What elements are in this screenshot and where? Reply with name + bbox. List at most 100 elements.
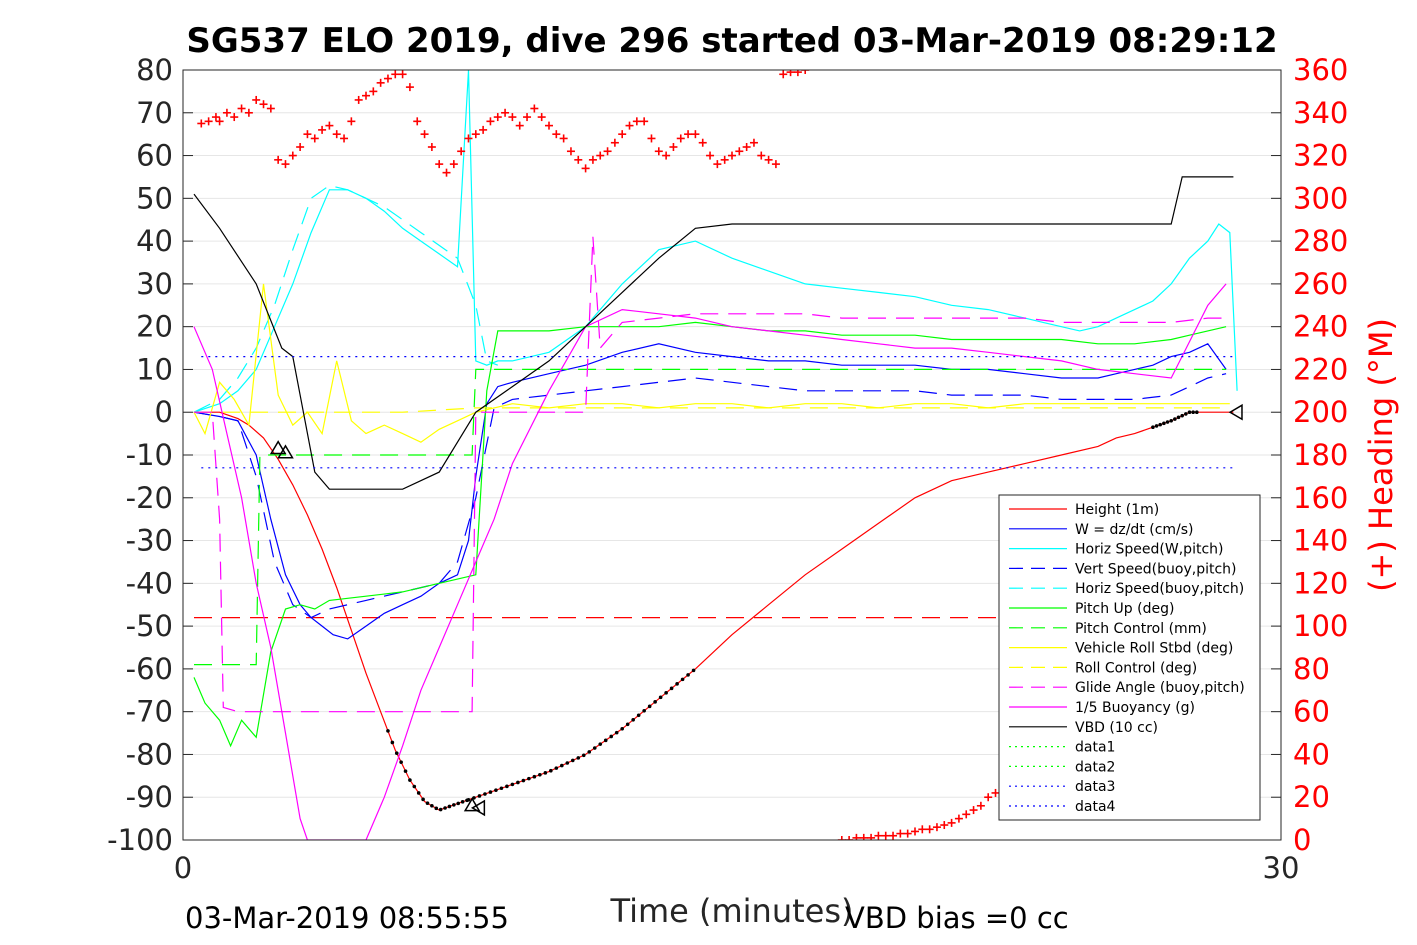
right-tick-label: 280 (1293, 224, 1348, 258)
heading-point (940, 821, 949, 830)
height-sample-dot (452, 803, 456, 807)
height-sample-dot (1180, 413, 1184, 418)
right-tick-label: 320 (1293, 139, 1348, 173)
heading-point (706, 151, 715, 160)
series-line-10 (193, 283, 1227, 840)
height-sample-dot (565, 761, 570, 765)
series-line-11 (193, 176, 1234, 490)
heading-point (340, 134, 349, 143)
series-line-2 (193, 70, 1238, 413)
height-sample-dot (598, 742, 603, 746)
right-tick-label: 80 (1293, 652, 1330, 686)
legend-entry: Horiz Speed(buoy,pitch) (1075, 581, 1244, 597)
right-tick-label: 120 (1293, 566, 1348, 600)
heading-point (427, 143, 436, 151)
height-sample-dot (1151, 425, 1155, 429)
height-sample-dot (403, 769, 408, 773)
left-tick-label: 40 (136, 224, 173, 258)
right-tick-label: 180 (1293, 438, 1348, 472)
heading-point (837, 836, 846, 840)
heading-point (545, 121, 553, 130)
height-sample-dot (609, 734, 614, 739)
left-y-axis: 80 70 60 50 40 30 20 10 0 -10 -20 -30 -40 -50 -60 -70 -8… (107, 53, 193, 857)
heading-point (647, 134, 656, 143)
height-sample-dot (669, 686, 674, 691)
heading-point (771, 160, 780, 169)
heading-point (281, 160, 290, 169)
height-sample-dot (1162, 421, 1166, 426)
height-sample-dot (538, 772, 542, 777)
height-sample-dot (532, 774, 537, 779)
legend-entry: VBD (10 cc) (1075, 720, 1158, 736)
heading-point (618, 130, 627, 139)
height-sample-dot (691, 668, 696, 673)
heading-point (889, 831, 898, 840)
height-sample-dot (472, 796, 476, 800)
right-tick-label: 60 (1293, 695, 1330, 729)
height-sample-dot (477, 794, 482, 798)
series-line-6 (194, 368, 1227, 666)
heading-point (918, 825, 927, 834)
right-tick-label: 260 (1293, 267, 1348, 301)
heading-point (222, 108, 231, 117)
legend-entry: Horiz Speed(W,pitch) (1075, 542, 1223, 558)
heading-point (962, 810, 971, 819)
left-tick-label: -20 (126, 481, 173, 515)
height-sample-dot (587, 750, 592, 754)
x-axis-label: Time (minutes) (610, 892, 854, 930)
left-tick-label: -50 (126, 609, 173, 643)
heading-point (881, 831, 890, 840)
heading-point (947, 818, 956, 827)
legend-entry: data1 (1075, 740, 1115, 756)
height-sample-dot (1184, 412, 1188, 416)
heading-point (596, 151, 605, 160)
right-tick-label: 140 (1293, 524, 1348, 558)
series-line-4 (193, 184, 499, 413)
heading-point (574, 155, 583, 164)
height-sample-dot (447, 804, 452, 809)
legend: Height (1m) W = dz/dt (cm/s) Horiz Speed(W… (998, 494, 1261, 821)
heading-point (728, 151, 736, 160)
footer-timestamp: 03-Mar-2019 08:55:55 (185, 901, 509, 935)
height-sample-dot (1169, 418, 1173, 423)
height-sample-dot (592, 746, 597, 750)
heading-point (347, 117, 356, 126)
heading-point (457, 147, 466, 156)
height-sample-dot (614, 730, 619, 735)
left-tick-label: 60 (136, 139, 173, 173)
heading-point (896, 829, 905, 838)
heading-point (266, 104, 275, 113)
left-tick-label: -10 (126, 438, 173, 472)
heading-point (742, 143, 751, 151)
height-sample-dot (658, 695, 663, 700)
left-tick-label: -70 (126, 695, 173, 729)
heading-point (786, 70, 795, 77)
heading-point (764, 155, 773, 164)
right-tick-label: 0 (1293, 823, 1311, 857)
heading-point (244, 108, 253, 117)
heading-point (801, 70, 810, 74)
right-tick-label: 100 (1293, 609, 1348, 643)
height-sample-dot (570, 758, 575, 763)
right-tick-label: 240 (1293, 310, 1348, 344)
heading-point (354, 95, 363, 104)
heading-point (603, 147, 612, 156)
heading-point (325, 121, 334, 130)
left-tick-label: 20 (136, 310, 173, 344)
height-sample-dot (686, 673, 690, 677)
heading-point (493, 113, 502, 122)
heading-point (501, 108, 510, 117)
height-sample-dot (483, 792, 487, 796)
height-sample-dot (675, 682, 679, 686)
heading-point (486, 117, 495, 126)
legend-entry: Pitch Control (mm) (1075, 621, 1207, 637)
heading-point (867, 833, 876, 840)
heading-point (911, 827, 919, 836)
x-axis: 0 30 (174, 830, 1299, 885)
heading-point (588, 155, 597, 164)
series-line-5 (193, 321, 1227, 748)
heading-point (413, 117, 422, 126)
left-tick-label: 50 (136, 181, 173, 215)
height-sample-dot (653, 700, 657, 704)
